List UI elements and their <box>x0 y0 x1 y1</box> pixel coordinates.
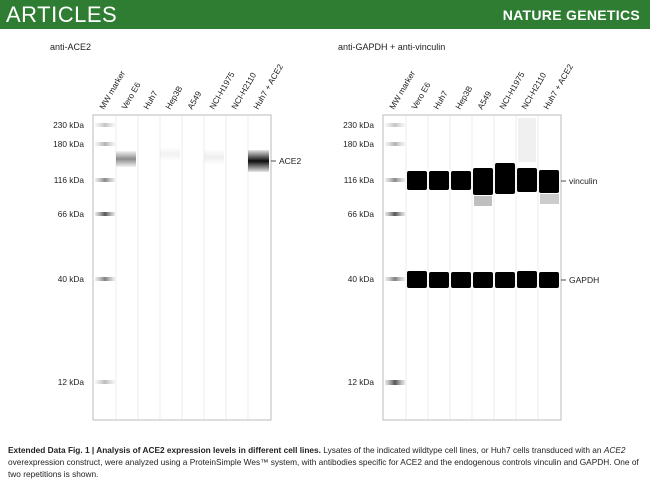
lane-label: Hep3B <box>163 84 185 111</box>
vinculin-band <box>495 163 515 194</box>
huh7-ace2-band <box>248 150 269 172</box>
marker-band <box>95 212 115 216</box>
lane-label: Hep3B <box>453 84 475 111</box>
right-lane-labels: MW marker Vero E6 Huh7 Hep3B A549 NCI-H1… <box>387 62 575 111</box>
lane-label: Vero E6 <box>409 80 433 111</box>
background-smear <box>474 196 492 206</box>
mw-label: 180 kDa <box>53 139 84 149</box>
journal-name: NATURE GENETICS <box>502 7 640 23</box>
caption-text-1: Lysates of the indicated wildtype cell l… <box>320 445 604 455</box>
caption-text-2: overexpression construct, were analyzed … <box>8 457 639 479</box>
marker-band <box>95 277 115 281</box>
marker-band <box>385 212 405 216</box>
mw-label: 40 kDa <box>348 274 375 284</box>
lane-label: A549 <box>185 89 204 111</box>
mw-label: 12 kDa <box>58 377 85 387</box>
gapdh-label: GAPDH <box>569 275 599 285</box>
marker-band <box>95 142 115 146</box>
left-mw-marker-bands <box>95 123 115 384</box>
vinculin-band <box>407 171 427 190</box>
gapdh-band <box>407 271 427 288</box>
mw-label: 116 kDa <box>344 175 375 185</box>
marker-band <box>385 277 405 281</box>
right-blot: MW marker Vero E6 Huh7 Hep3B A549 NCI-H1… <box>343 62 599 421</box>
right-mw-labels: 230 kDa 180 kDa 116 kDa 66 kDa 40 kDa 12… <box>343 120 374 387</box>
right-mw-marker-bands <box>385 123 405 385</box>
panel-right-title: anti-GAPDH + anti-vinculin <box>338 42 446 52</box>
lane-label: Huh7 + ACE2 <box>541 62 575 111</box>
gapdh-band <box>495 272 515 288</box>
figure-caption: Extended Data Fig. 1 | Analysis of ACE2 … <box>8 444 642 480</box>
vinculin-band <box>473 168 493 195</box>
marker-band <box>385 380 405 385</box>
marker-band <box>95 178 115 182</box>
lane-label: Huh7 <box>141 88 160 111</box>
mw-label: 40 kDa <box>58 274 85 284</box>
caption-gene: ACE2 <box>603 445 626 455</box>
marker-band <box>95 380 115 384</box>
lane-label: Vero E6 <box>119 80 143 111</box>
vinculin-band <box>451 171 471 190</box>
mw-label: 230 kDa <box>343 120 374 130</box>
gapdh-band <box>539 272 559 288</box>
background-smear <box>518 118 536 162</box>
vero-ace2-band <box>116 151 136 167</box>
vinculin-band <box>517 168 537 192</box>
marker-band <box>95 123 115 127</box>
left-mw-labels: 230 kDa 180 kDa 116 kDa 66 kDa 40 kDa 12… <box>53 120 84 387</box>
vinculin-band <box>539 170 559 193</box>
vinculin-label: vinculin <box>569 176 598 186</box>
marker-band <box>385 178 405 182</box>
lane-label: Huh7 + ACE2 <box>251 62 285 111</box>
mw-label: 230 kDa <box>53 120 84 130</box>
caption-label: Extended Data Fig. 1 | Analysis of ACE2 … <box>8 445 321 455</box>
mw-label: 66 kDa <box>348 209 375 219</box>
gapdh-band <box>473 272 493 288</box>
mw-label: 12 kDa <box>348 377 375 387</box>
journal-header: ARTICLES NATURE GENETICS <box>0 0 650 29</box>
left-blot: MW marker Vero E6 Huh7 Hep3B A549 NCI-H1… <box>53 62 301 421</box>
panel-left-title: anti-ACE2 <box>50 42 92 52</box>
blot-figure: MW marker Vero E6 Huh7 Hep3B A549 NCI-H1… <box>53 62 599 421</box>
lane-label: Huh7 <box>431 88 450 111</box>
faint-band <box>160 148 180 160</box>
section-label: ARTICLES <box>6 2 118 27</box>
marker-band <box>385 142 405 146</box>
gapdh-bands <box>407 271 559 288</box>
mw-label: 116 kDa <box>54 175 85 185</box>
right-lane-dividers <box>405 116 539 419</box>
vinculin-bands <box>407 163 559 195</box>
vinculin-band <box>429 171 449 190</box>
gapdh-band <box>451 272 471 288</box>
gapdh-band <box>517 271 537 288</box>
ace2-label: ACE2 <box>279 156 301 166</box>
lane-label: A549 <box>475 89 494 111</box>
gapdh-band <box>429 272 449 288</box>
marker-band <box>385 123 405 127</box>
mw-label: 66 kDa <box>58 209 85 219</box>
mw-label: 180 kDa <box>343 139 374 149</box>
background-smear <box>540 194 559 204</box>
faint-band <box>204 150 224 164</box>
left-lane-labels: MW marker Vero E6 Huh7 Hep3B A549 NCI-H1… <box>97 62 285 111</box>
